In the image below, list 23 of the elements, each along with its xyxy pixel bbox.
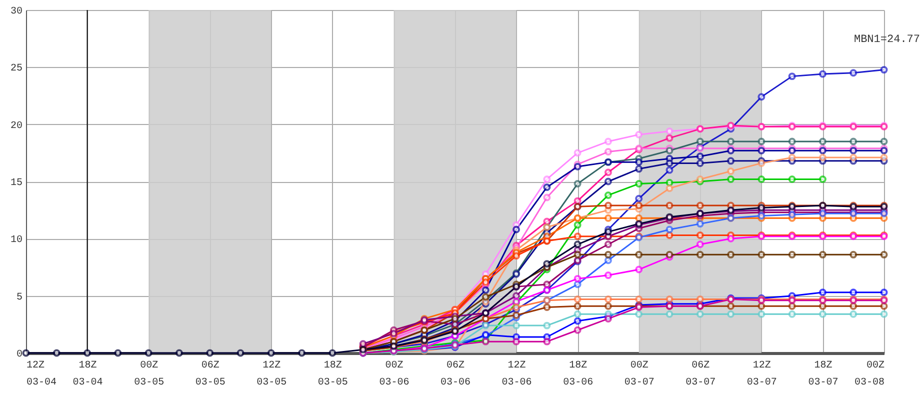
x-tick-label: 12Z 03-04: [26, 360, 57, 388]
x-tick-label: 12Z 03-05: [256, 360, 287, 388]
x-tick-label: 00Z 03-08: [854, 360, 884, 388]
y-tick-label: 30: [10, 6, 22, 18]
annotation: MBN1=24.77: [854, 34, 920, 46]
y-tick-label: 10: [10, 235, 22, 246]
x-tick-label: 18Z 03-05: [318, 360, 348, 388]
x-tick-label: 00Z 03-05: [134, 360, 164, 388]
x-tick-label: 18Z 03-07: [808, 360, 838, 388]
x-tick-label: 06Z 03-05: [195, 360, 226, 388]
y-tick-label: 25: [10, 64, 22, 75]
y-tick-label: 0: [16, 350, 22, 360]
y-tick-label: 15: [10, 178, 22, 189]
x-tick-label: 12Z 03-06: [502, 360, 532, 388]
x-tick-label: 00Z 03-06: [379, 360, 410, 388]
y-tick-label: 5: [16, 292, 22, 304]
x-tick-label: 12Z 03-07: [746, 360, 777, 388]
x-tick-label: 18Z 03-04: [72, 360, 103, 388]
x-tick-label: 06Z 03-07: [686, 360, 716, 388]
x-tick-label: 00Z 03-07: [624, 360, 654, 388]
y-tick-label: 20: [10, 120, 22, 132]
x-tick-label: 06Z 03-06: [440, 360, 471, 388]
x-tick-label: 18Z 03-06: [563, 360, 594, 388]
